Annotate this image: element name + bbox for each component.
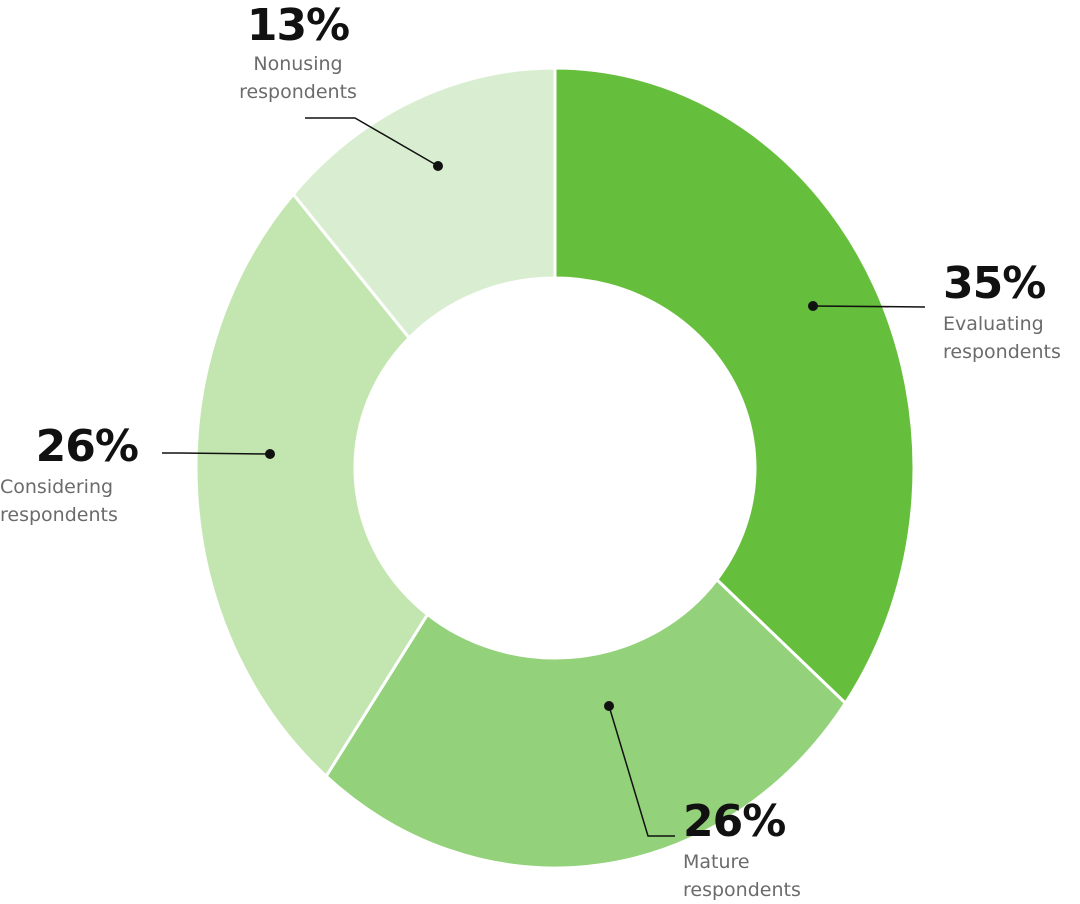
slice-evaluating [553, 66, 916, 706]
slice-mature [324, 577, 848, 870]
slice-name: respondents [683, 879, 801, 901]
pct-label: 26% [35, 421, 139, 472]
leader-line [608, 705, 675, 837]
leader-dot [808, 301, 818, 311]
slice-name: Nonusing [253, 53, 343, 75]
label-nonusing: 13% Nonusing respondents [228, 4, 368, 106]
slice-name: Mature [683, 851, 750, 873]
leader-line [812, 305, 926, 308]
slice-name: Evaluating [943, 313, 1044, 335]
leader-dot [433, 161, 443, 171]
label-mature: 26% Mature respondents [683, 800, 801, 904]
pct-label: 13% [246, 0, 350, 51]
slice-name: Considering [0, 476, 114, 498]
pct-label: 26% [683, 796, 786, 847]
slice-name: respondents [943, 341, 1061, 363]
slice-nonusing [291, 66, 557, 341]
leader-line [305, 117, 439, 167]
leader-dot [604, 701, 614, 711]
leader-line [162, 452, 271, 455]
slice-name: respondents [0, 504, 118, 526]
leader-dot [265, 449, 275, 459]
pct-label: 35% [943, 258, 1046, 309]
slice-considering [194, 191, 430, 779]
label-evaluating: 35% Evaluating respondents [943, 262, 1061, 366]
slice-name: respondents [239, 81, 357, 103]
label-considering: 26% Considering respondents [0, 425, 140, 529]
